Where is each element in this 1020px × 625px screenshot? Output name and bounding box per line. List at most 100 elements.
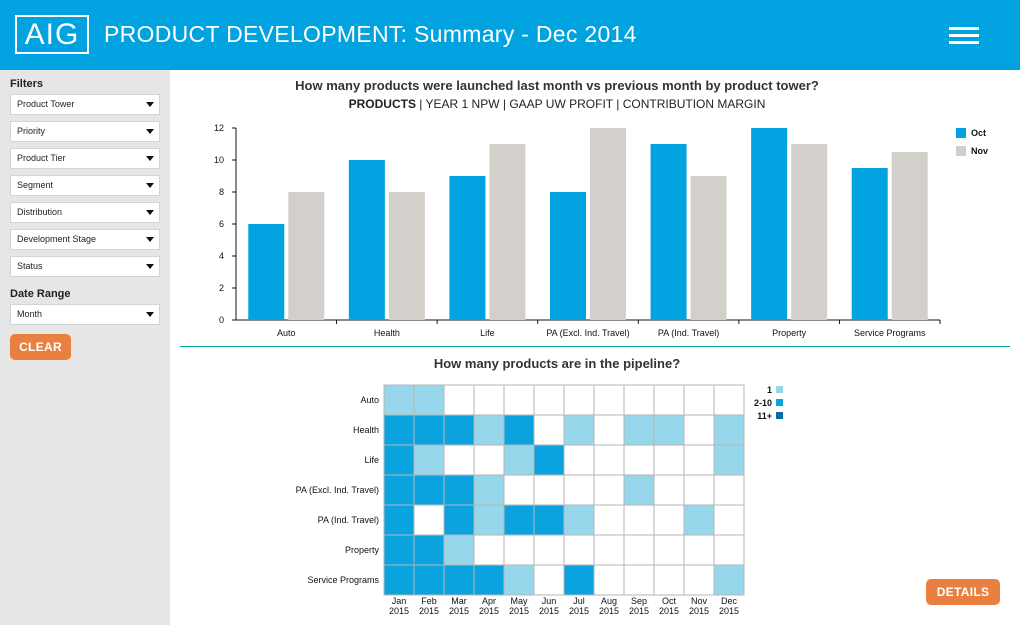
filter-label: Product Tower <box>17 99 75 109</box>
heatmap-cell <box>593 384 625 416</box>
heatmap-month-label: Oct <box>662 596 677 606</box>
bar-chart-title: How many products were launched last mon… <box>295 78 819 93</box>
heatmap-year-label: 2015 <box>659 606 679 616</box>
heatmap-cell <box>533 504 565 536</box>
heatmap-cell <box>653 414 685 446</box>
filter-label: Development Stage <box>17 234 97 244</box>
heatmap-cell <box>713 564 745 596</box>
heatmap-cell <box>623 534 655 566</box>
y-tick-label: 6 <box>219 219 224 229</box>
heatmap-cell <box>713 414 745 446</box>
heatmap-cell <box>413 504 445 536</box>
heatmap-cell <box>623 564 655 596</box>
legend-swatch <box>956 146 966 156</box>
metric-tab-year1-npw[interactable]: YEAR 1 NPW <box>425 97 500 111</box>
heatmap-cell <box>533 384 565 416</box>
heatmap-cell <box>593 474 625 506</box>
heatmap-cell <box>473 504 505 536</box>
heatmap-cell <box>683 534 715 566</box>
heatmap-month-label: Jun <box>542 596 557 606</box>
filter-status[interactable]: Status <box>10 256 160 277</box>
filter-development-stage[interactable]: Development Stage <box>10 229 160 250</box>
heatmap-cell <box>383 384 415 416</box>
heatmap-year-label: 2015 <box>629 606 649 616</box>
heatmap-cell <box>383 414 415 446</box>
heatmap-row-label: Life <box>364 455 379 465</box>
heatmap-month-label: Mar <box>451 596 467 606</box>
heatmap-title: How many products are in the pipeline? <box>433 356 681 371</box>
filter-distribution[interactable]: Distribution <box>10 202 160 223</box>
heatmap-cell <box>563 564 595 596</box>
metric-selector: PRODUCTS | YEAR 1 NPW | GAAP UW PROFIT |… <box>180 97 934 111</box>
heatmap-row-label: Auto <box>360 395 379 405</box>
heatmap-cell <box>563 384 595 416</box>
heatmap-cell <box>443 414 475 446</box>
heatmap-cell <box>383 534 415 566</box>
hamburger-menu-icon[interactable] <box>946 24 982 48</box>
metric-tab-products[interactable]: PRODUCTS <box>348 97 416 111</box>
chevron-down-icon <box>146 102 154 107</box>
heatmap-cell <box>503 384 535 416</box>
bar-nov <box>489 144 526 320</box>
heatmap-cell <box>683 414 715 446</box>
heatmap-row-label: PA (Ind. Travel) <box>318 515 379 525</box>
date-range-value: Month <box>17 309 43 319</box>
heatmap-cell <box>563 414 595 446</box>
heatmap-cell <box>623 474 655 506</box>
heatmap-month-label: Apr <box>482 596 496 606</box>
heatmap-cell <box>503 474 535 506</box>
bar-nov <box>891 152 928 320</box>
heatmap-cell <box>383 564 415 596</box>
heatmap-month-label: Aug <box>601 596 617 606</box>
details-button[interactable]: DETAILS <box>926 579 1000 605</box>
filter-label: Status <box>17 261 43 271</box>
heatmap-cell <box>653 564 685 596</box>
bar-oct <box>550 192 586 320</box>
heatmap-year-label: 2015 <box>539 606 559 616</box>
heatmap-year-label: 2015 <box>479 606 499 616</box>
heatmap-cell <box>443 564 475 596</box>
chevron-down-icon <box>146 312 154 317</box>
filter-priority[interactable]: Priority <box>10 121 160 142</box>
filter-label: Product Tier <box>17 153 66 163</box>
heatmap-cell <box>593 534 625 566</box>
filter-product-tower[interactable]: Product Tower <box>10 94 160 115</box>
legend-label: Oct <box>971 128 986 138</box>
heatmap-year-label: 2015 <box>509 606 529 616</box>
heatmap-cell <box>623 504 655 536</box>
heatmap-month-label: Nov <box>691 596 708 606</box>
filter-product-tier[interactable]: Product Tier <box>10 148 160 169</box>
heatmap-cell <box>383 444 415 476</box>
heatmap-cell <box>593 564 625 596</box>
filter-sidebar: Filters Product Tower Priority Product T… <box>0 70 170 625</box>
heatmap-cell <box>443 504 475 536</box>
metric-separator: | <box>502 97 510 111</box>
heatmap-cell <box>533 444 565 476</box>
x-tick-label: Property <box>772 328 807 338</box>
heatmap-legend-label: 1 <box>767 385 772 395</box>
heatmap-cell <box>623 444 655 476</box>
metric-tab-contribution-margin[interactable]: CONTRIBUTION MARGIN <box>622 97 766 111</box>
heatmap-cell <box>623 384 655 416</box>
heatmap-cell <box>563 504 595 536</box>
heatmap-cell <box>713 444 745 476</box>
y-tick-label: 2 <box>219 283 224 293</box>
date-range-select[interactable]: Month <box>10 304 160 325</box>
heatmap-cell <box>503 414 535 446</box>
heatmap-legend-swatch <box>776 412 783 419</box>
heatmap-month-label: Feb <box>421 596 437 606</box>
clear-button[interactable]: CLEAR <box>10 334 71 360</box>
heatmap-cell <box>593 414 625 446</box>
bar-nov <box>388 192 425 320</box>
chevron-down-icon <box>146 183 154 188</box>
filter-segment[interactable]: Segment <box>10 175 160 196</box>
heatmap-cell <box>503 564 535 596</box>
chevron-down-icon <box>146 210 154 215</box>
y-tick-label: 10 <box>214 155 224 165</box>
filter-label: Priority <box>17 126 46 136</box>
metric-tab-gaap-uw-profit[interactable]: GAAP UW PROFIT <box>509 97 613 111</box>
section-divider <box>180 346 1010 347</box>
heatmap-cell <box>653 534 685 566</box>
heatmap-row-label: Property <box>345 545 380 555</box>
